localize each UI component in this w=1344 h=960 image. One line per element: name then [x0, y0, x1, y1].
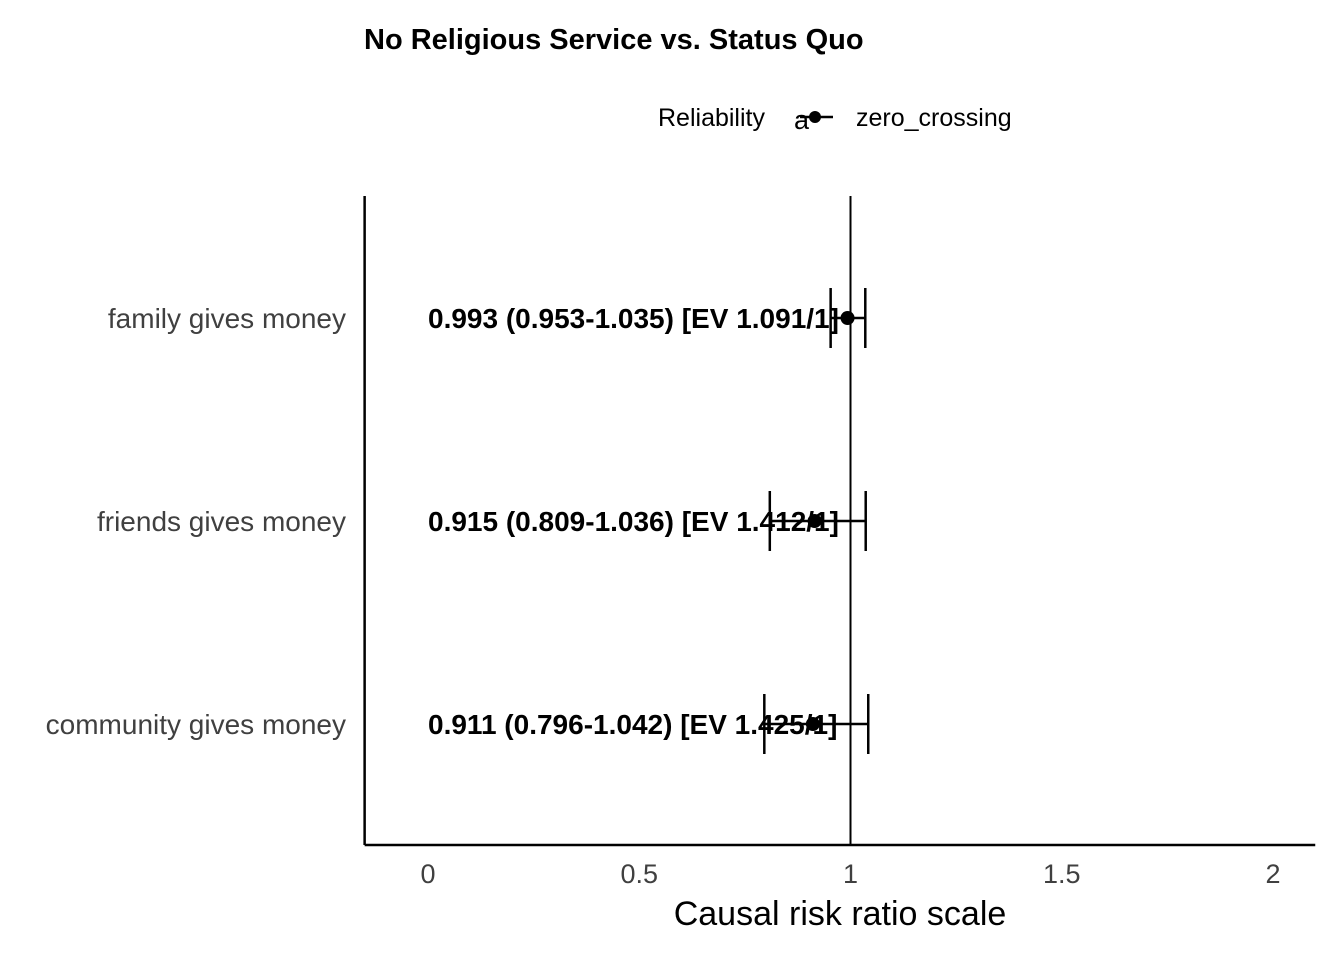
x-tick-label: 0.5: [620, 859, 658, 889]
data-label: 0.993 (0.953-1.035) [EV 1.091/1]: [428, 303, 839, 334]
x-tick-label: 0: [420, 859, 435, 889]
category-label: community gives money: [46, 709, 346, 740]
category-label: family gives money: [108, 303, 346, 334]
point-estimate: [805, 717, 820, 731]
plot-area: 0 0.5 1 1.5 2 family gives money friends gives…: [46, 196, 1316, 889]
chart-title: No Religious Service vs. Status Quo: [364, 24, 864, 56]
legend-title: Reliability: [658, 104, 765, 132]
point-estimate: [807, 514, 822, 528]
x-tick-label: 1: [843, 859, 858, 889]
legend-entry-zero-crossing: zero_crossing: [856, 104, 1012, 132]
category-label: friends gives money: [97, 506, 346, 537]
legend: Reliability a zero_crossing: [658, 104, 1012, 135]
x-axis-title: Causal risk ratio scale: [674, 895, 1007, 933]
legend-key-glyph: a: [794, 105, 810, 135]
x-tick-label: 2: [1265, 859, 1280, 889]
legend-key: a: [794, 105, 833, 135]
legend-key-point: [809, 111, 821, 123]
x-tick-label: 1.5: [1043, 859, 1081, 889]
point-estimate: [840, 311, 855, 325]
